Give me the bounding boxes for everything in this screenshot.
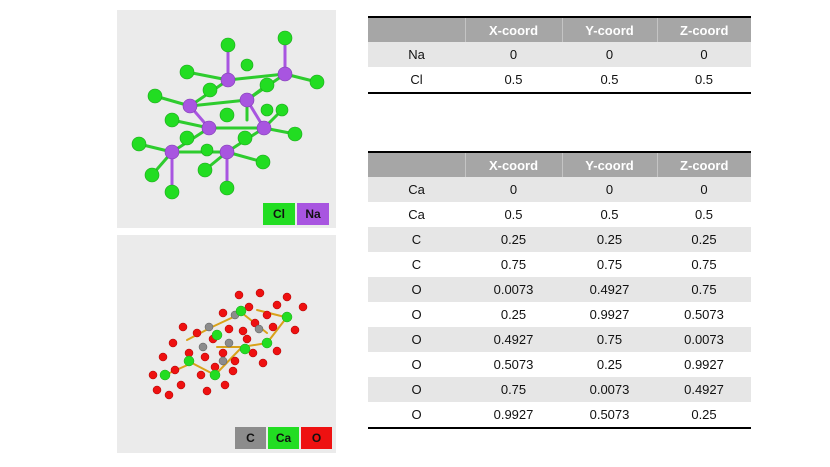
column-header-x: X-coord bbox=[464, 17, 562, 42]
coordinate-cell: 0.9927 bbox=[493, 407, 534, 422]
nacl-structure-panel: Cl Na bbox=[117, 10, 336, 228]
coordinate-cell: 0.5073 bbox=[493, 357, 534, 372]
coordinate-cell: 0.5073 bbox=[589, 407, 630, 422]
coordinate-cell: 0.5 bbox=[600, 72, 619, 87]
coordinate-cell: 0.75 bbox=[691, 257, 717, 272]
coordinate-cell: 0.5 bbox=[504, 207, 523, 222]
column-header-z: Z-coord bbox=[656, 17, 751, 42]
coordinate-cell: 0.25 bbox=[596, 357, 623, 372]
coordinate-cell: 0.0073 bbox=[657, 327, 751, 352]
table-row: Ca 0.5 0.5 0.5 bbox=[368, 202, 751, 227]
table-row: Na 0 0 0 bbox=[368, 42, 751, 67]
table-row: Ca 0 0 0 bbox=[368, 177, 751, 202]
coordinate-cell: 0.75 bbox=[562, 327, 657, 352]
legend-na-swatch: Na bbox=[297, 203, 329, 225]
element-cell: Ca bbox=[368, 177, 465, 202]
column-header-z: Z-coord bbox=[656, 152, 751, 177]
element-cell: C bbox=[368, 227, 465, 252]
coordinate-cell: 0.0073 bbox=[562, 377, 657, 402]
legend-cl-swatch: Cl bbox=[263, 203, 295, 225]
coordinate-cell: 0.5 bbox=[694, 72, 714, 87]
table-row: O 0.5073 0.25 0.9927 bbox=[368, 352, 751, 377]
coordinate-cell: 0.4927 bbox=[562, 277, 657, 302]
coordinate-cell: 0.4927 bbox=[465, 327, 562, 352]
nacl-crystal-model bbox=[131, 30, 325, 200]
caco3-structure-panel: C Ca O bbox=[117, 235, 336, 453]
table-row: C 0.75 0.75 0.75 bbox=[368, 252, 751, 277]
coordinate-cell: 0.25 bbox=[562, 227, 657, 252]
coordinate-cell: 0.75 bbox=[657, 277, 751, 302]
coordinate-cell: 0.25 bbox=[500, 307, 527, 322]
element-cell: Cl bbox=[410, 72, 423, 87]
coordinate-cell: 0.25 bbox=[465, 227, 562, 252]
coordinate-cell: 0 bbox=[465, 42, 562, 67]
element-cell: O bbox=[411, 357, 422, 372]
column-header-y: Y-coord bbox=[561, 152, 657, 177]
element-cell: O bbox=[368, 377, 465, 402]
table-row: O 0.4927 0.75 0.0073 bbox=[368, 327, 751, 352]
table-row: C 0.25 0.25 0.25 bbox=[368, 227, 751, 252]
coordinate-cell: 0 bbox=[465, 177, 562, 202]
nacl-coordinates-table: X-coord Y-coord Z-coord Na 0 0 0 Cl 0.5 0.5 0.5 bbox=[368, 16, 751, 94]
nacl-legend: Cl Na bbox=[263, 203, 329, 225]
coordinate-cell: 0.0073 bbox=[465, 277, 562, 302]
element-cell: Ca bbox=[408, 207, 425, 222]
coordinate-cell: 0 bbox=[562, 42, 657, 67]
element-cell: Na bbox=[368, 42, 465, 67]
table-row: O 0.75 0.0073 0.4927 bbox=[368, 377, 751, 402]
caco3-coordinates-table: X-coord Y-coord Z-coord Ca 0 0 0 Ca 0.5 0.5 0.5… bbox=[368, 151, 751, 429]
table-row: O 0.25 0.9927 0.5073 bbox=[368, 302, 751, 327]
coordinate-cell: 0.75 bbox=[465, 377, 562, 402]
legend-o-swatch: O bbox=[301, 427, 332, 449]
coordinate-cell: 0 bbox=[657, 177, 751, 202]
coordinate-cell: 0.25 bbox=[691, 407, 717, 422]
element-cell: O bbox=[368, 277, 465, 302]
coordinate-cell: 0.5 bbox=[694, 207, 714, 222]
column-header-x: X-coord bbox=[464, 152, 562, 177]
column-header bbox=[368, 152, 465, 177]
coordinate-cell: 0.5 bbox=[504, 72, 523, 87]
element-cell: C bbox=[411, 257, 422, 272]
coordinate-cell: 0 bbox=[562, 177, 657, 202]
table-row: Cl 0.5 0.5 0.5 bbox=[368, 67, 751, 93]
coordinate-cell: 0.9927 bbox=[589, 307, 630, 322]
coordinate-cell: 0.75 bbox=[596, 257, 623, 272]
element-cell: O bbox=[411, 307, 422, 322]
element-cell: O bbox=[411, 407, 422, 422]
element-cell: O bbox=[368, 327, 465, 352]
table-row: O 0.0073 0.4927 0.75 bbox=[368, 277, 751, 302]
table-header-row: X-coord Y-coord Z-coord bbox=[368, 17, 751, 42]
coordinate-cell: 0 bbox=[657, 42, 751, 67]
coordinate-cell: 0.25 bbox=[657, 227, 751, 252]
column-header bbox=[368, 17, 465, 42]
table-row: O 0.9927 0.5073 0.25 bbox=[368, 402, 751, 428]
column-header-y: Y-coord bbox=[561, 17, 657, 42]
coordinate-cell: 0.5073 bbox=[684, 307, 724, 322]
coordinate-cell: 0.75 bbox=[500, 257, 527, 272]
table-header-row: X-coord Y-coord Z-coord bbox=[368, 152, 751, 177]
legend-ca-swatch: Ca bbox=[268, 427, 299, 449]
caco3-crystal-model bbox=[148, 288, 308, 400]
legend-c-swatch: C bbox=[235, 427, 266, 449]
coordinate-cell: 0.9927 bbox=[684, 357, 724, 372]
caco3-legend: C Ca O bbox=[235, 427, 332, 449]
coordinate-cell: 0.4927 bbox=[657, 377, 751, 402]
coordinate-cell: 0.5 bbox=[600, 207, 619, 222]
